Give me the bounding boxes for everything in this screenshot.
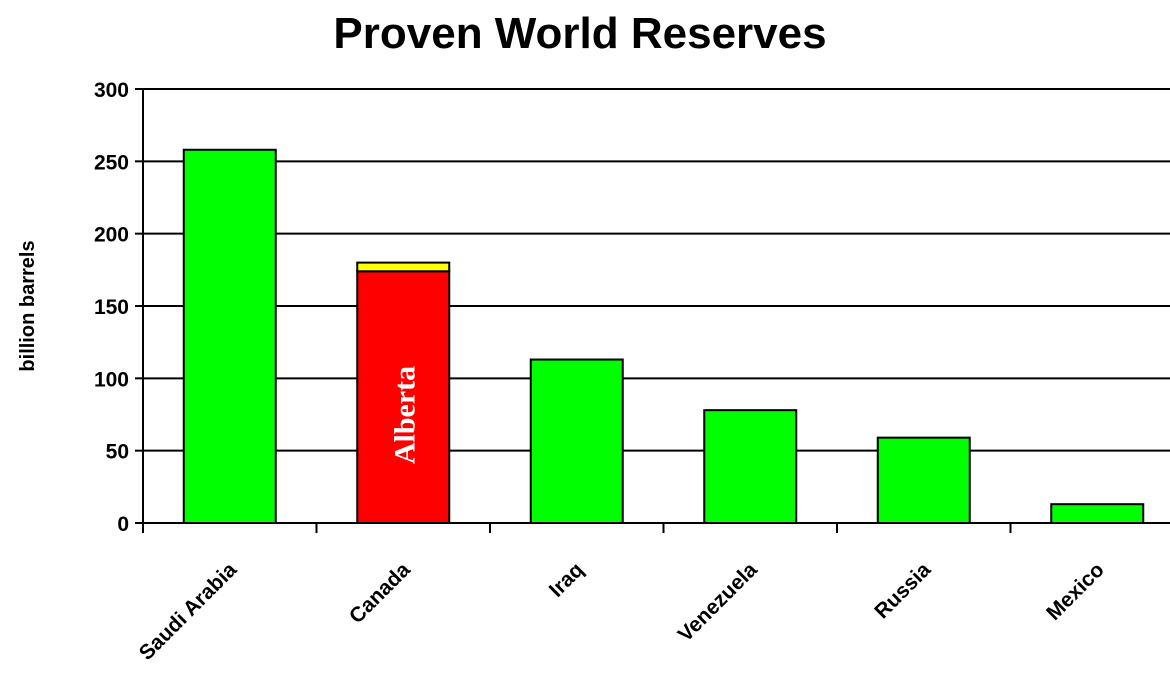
axes <box>135 88 1170 533</box>
bar-venezuela <box>703 409 798 524</box>
bar-mexico <box>1050 503 1145 524</box>
y-tick-label: 0 <box>117 513 129 536</box>
y-tick-label: 250 <box>94 151 129 174</box>
x-category-label: Mexico <box>1042 558 1109 625</box>
x-category-label: Canada <box>345 558 415 628</box>
x-category-label: Russia <box>870 558 935 623</box>
y-tick-label: 50 <box>106 441 129 464</box>
y-tick-label: 200 <box>94 224 129 247</box>
bars <box>182 148 1145 524</box>
chart-title: Proven World Reserves <box>333 9 826 58</box>
y-tick-label: 100 <box>94 368 129 391</box>
y-tick-label: 300 <box>94 79 129 102</box>
x-category-label: Saudi Arabia <box>135 558 242 665</box>
bar-annotation: Alberta <box>388 366 421 464</box>
x-category-label: Iraq <box>545 558 588 601</box>
y-axis-label: billion barrels <box>17 240 39 371</box>
bar-saudi-arabia <box>182 148 277 524</box>
gridlines <box>143 88 1170 452</box>
x-category-label: Venezuela <box>674 558 762 646</box>
y-tick-label: 150 <box>94 296 129 319</box>
bar-russia <box>876 436 971 524</box>
bar-canada-segment-1 <box>356 261 451 273</box>
bar-iraq <box>529 358 624 524</box>
